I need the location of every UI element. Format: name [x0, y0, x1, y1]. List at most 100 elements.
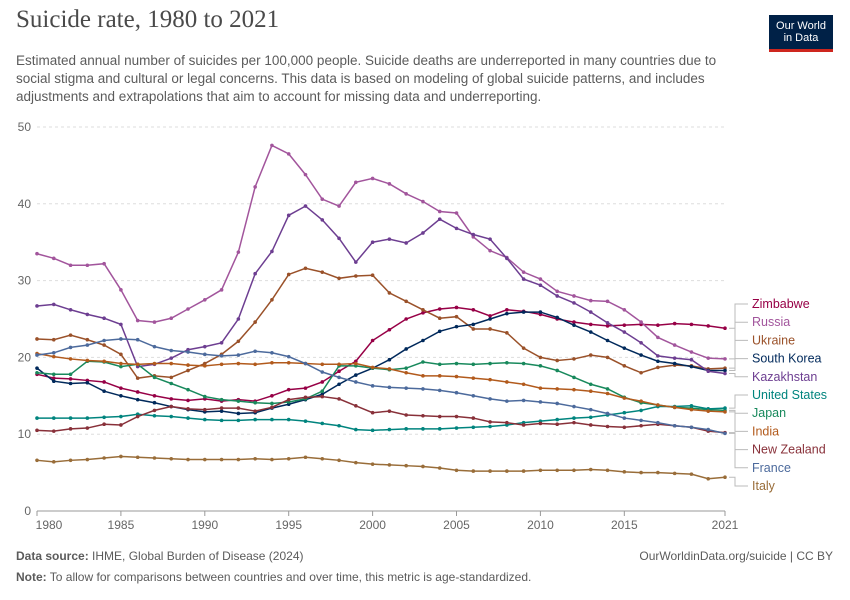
label-japan[interactable]: Japan — [729, 406, 786, 420]
series-south-korea[interactable] — [35, 310, 727, 416]
data-point — [236, 339, 241, 344]
series-label[interactable]: United States — [752, 388, 827, 402]
data-point — [706, 427, 711, 432]
series-label[interactable]: Zimbabwe — [752, 297, 810, 311]
label-connector — [729, 411, 748, 432]
source-url[interactable]: OurWorldinData.org/suicide | CC BY — [639, 549, 833, 563]
data-point — [505, 311, 509, 316]
data-point — [656, 359, 660, 364]
data-point — [622, 323, 627, 327]
label-south-korea[interactable]: South Korea — [729, 352, 822, 371]
data-point — [186, 387, 190, 392]
data-point — [505, 420, 509, 425]
data-point — [605, 387, 610, 391]
data-point — [689, 403, 694, 408]
label-zimbabwe[interactable]: Zimbabwe — [729, 297, 810, 329]
data-point — [454, 361, 459, 366]
data-point — [538, 277, 543, 281]
data-point — [51, 372, 56, 377]
data-point — [68, 307, 73, 312]
data-point — [119, 352, 123, 357]
data-point — [203, 394, 207, 399]
series-label[interactable]: Ukraine — [752, 333, 795, 347]
data-point — [488, 314, 492, 318]
series-label[interactable]: Italy — [752, 479, 776, 493]
owid-logo[interactable]: Our World in Data — [769, 15, 833, 52]
data-point — [119, 322, 123, 327]
data-point — [253, 417, 257, 422]
data-source-text[interactable]: IHME, Global Burden of Disease (2024) — [92, 549, 304, 563]
data-point — [354, 260, 358, 264]
series-label[interactable]: India — [752, 424, 779, 438]
data-point — [471, 376, 476, 380]
series-line[interactable] — [36, 267, 726, 379]
data-point — [622, 346, 627, 350]
data-point — [656, 335, 660, 340]
series-france[interactable] — [35, 337, 727, 436]
label-france[interactable]: France — [729, 432, 791, 475]
series-line[interactable] — [36, 144, 726, 360]
data-point — [639, 470, 643, 475]
x-tick-label: 1995 — [275, 518, 302, 532]
label-united-states[interactable]: United States — [729, 388, 827, 409]
data-point — [622, 416, 627, 420]
series-line[interactable] — [36, 306, 726, 402]
series-zimbabwe[interactable] — [35, 305, 727, 403]
series-line[interactable] — [36, 338, 726, 435]
data-point — [572, 301, 576, 305]
series-line[interactable] — [36, 455, 726, 480]
series-label[interactable]: South Korea — [752, 352, 822, 366]
x-tick-label: 2005 — [443, 518, 470, 532]
data-point — [689, 322, 694, 327]
data-point — [639, 353, 643, 357]
grid-lines — [37, 126, 725, 512]
data-point — [203, 352, 207, 357]
chart-note: Note: To allow for comparisons between c… — [16, 570, 531, 584]
data-point — [488, 424, 492, 429]
series-line[interactable] — [36, 352, 726, 413]
data-point — [102, 316, 106, 321]
label-india[interactable]: India — [729, 411, 779, 438]
data-point — [35, 353, 39, 357]
series-label[interactable]: Kazakhstan — [752, 370, 817, 384]
data-point — [437, 329, 442, 334]
data-point — [337, 382, 341, 387]
data-point — [354, 460, 358, 465]
label-italy[interactable]: Italy — [729, 476, 776, 493]
series-ukraine[interactable] — [35, 266, 727, 380]
series-line[interactable] — [36, 311, 725, 415]
data-point — [337, 423, 341, 428]
series-labels[interactable]: Zimbabwe Russia Ukraine South Korea Kazakhst… — [729, 297, 827, 493]
data-point — [186, 407, 190, 411]
data-point — [51, 379, 56, 384]
series-label[interactable]: France — [752, 461, 791, 475]
series-india[interactable] — [35, 351, 727, 414]
data-point — [521, 361, 526, 366]
data-point — [152, 375, 157, 380]
data-point — [572, 323, 576, 327]
series-label[interactable]: New Zealand — [752, 443, 826, 457]
data-point — [421, 199, 425, 204]
data-point — [320, 362, 325, 367]
data-point — [538, 355, 543, 360]
data-point — [236, 418, 241, 423]
series-italy[interactable] — [35, 454, 727, 481]
data-point — [454, 305, 459, 310]
series-kazakhstan[interactable] — [35, 204, 727, 376]
data-point — [135, 318, 140, 323]
label-kazakhstan[interactable]: Kazakhstan — [729, 370, 817, 384]
label-ukraine[interactable]: Ukraine — [729, 333, 795, 369]
data-point — [421, 231, 425, 235]
data-point — [102, 415, 106, 420]
series-line[interactable] — [36, 360, 726, 412]
series-label[interactable]: Japan — [752, 406, 786, 420]
data-point — [521, 270, 526, 274]
data-point — [169, 356, 174, 360]
data-point — [538, 421, 543, 426]
series-label[interactable]: Russia — [752, 315, 790, 329]
series-line[interactable] — [36, 205, 726, 375]
series-line[interactable] — [36, 395, 726, 434]
data-point — [354, 380, 358, 384]
series-russia[interactable] — [35, 143, 727, 361]
data-point — [404, 463, 408, 468]
